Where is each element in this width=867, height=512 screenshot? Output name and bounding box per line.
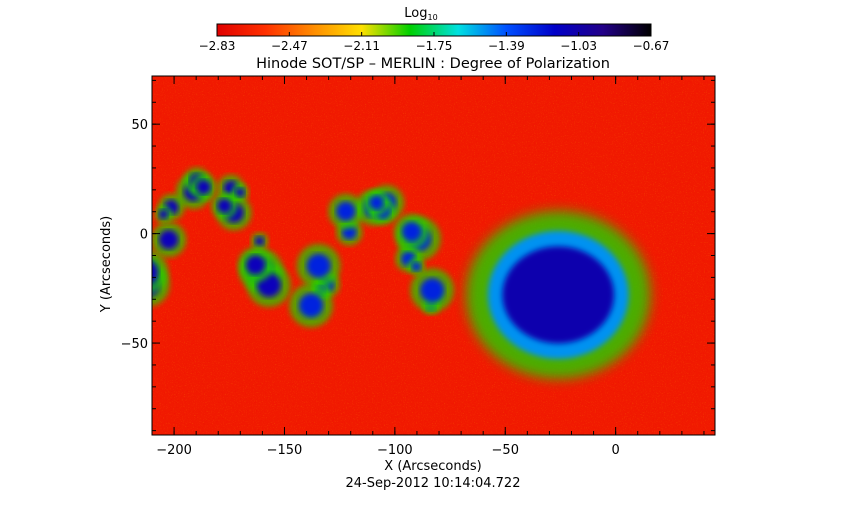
plage-patch [158, 209, 169, 220]
plage-patch-halo [152, 250, 169, 294]
y-axis: −50 0 50 [121, 79, 715, 432]
y-tick-label: 50 [131, 118, 148, 133]
plage-patch [152, 261, 159, 283]
plage-patch [306, 253, 331, 278]
colorbar-tick-label: −2.11 [343, 39, 380, 53]
colorbar-tick-label: −1.75 [416, 39, 453, 53]
x-tick-label: −50 [492, 443, 519, 458]
plage-patch [298, 293, 324, 318]
x-tick-label: 0 [612, 443, 620, 458]
colorbar-ticks: −2.83 −2.47 −2.11 −1.75 −1.39 −1.03 −0.67 [199, 32, 670, 53]
colorbar-tick-label: −2.83 [199, 39, 236, 53]
plage-patch [217, 198, 232, 214]
y-tick-label: 0 [140, 228, 148, 243]
x-axis-label: X (Arcseconds) [384, 459, 481, 474]
x-tick-label: −150 [267, 443, 303, 458]
plage-patch [235, 187, 245, 198]
plage-patch [336, 201, 356, 222]
x-tick-label: −200 [156, 443, 192, 458]
colorbar-label-main: Log [404, 6, 427, 21]
plage-patch [420, 278, 445, 303]
y-axis-label: Y (Arcseconds) [99, 216, 114, 313]
plage-patch [245, 255, 266, 275]
chart-title: Hinode SOT/SP – MERLIN : Degree of Polar… [256, 56, 610, 72]
plage-patch [369, 195, 384, 210]
y-tick-label: −50 [121, 337, 148, 352]
colorbar-tick-label: −1.39 [488, 39, 525, 53]
colorbar-tick-label: −0.67 [633, 39, 670, 53]
colorbar-label: Log10 [404, 6, 437, 22]
sunspot-penumbra [502, 246, 615, 344]
colorbar-label-sub: 10 [428, 13, 438, 22]
colorbar: Log10 −2.83 −2.47 −2.11 −1.75 −1.39 −1.03 −0.6… [199, 6, 670, 53]
plage-patch [158, 229, 179, 250]
heatmap-features [152, 167, 651, 379]
timestamp: 24-Sep-2012 10:14:04.722 [346, 476, 521, 491]
plage-patch [254, 236, 265, 247]
colorbar-tick-label: −2.47 [271, 39, 308, 53]
plage-patch [411, 261, 422, 272]
heatmap-field [152, 76, 715, 435]
x-axis: −200 −150 −100 −50 0 [151, 76, 705, 458]
colorbar-tick-label: −1.03 [560, 39, 597, 53]
x-tick-label: −100 [377, 443, 413, 458]
plage-patch [196, 179, 212, 195]
plage-patch [401, 221, 422, 242]
